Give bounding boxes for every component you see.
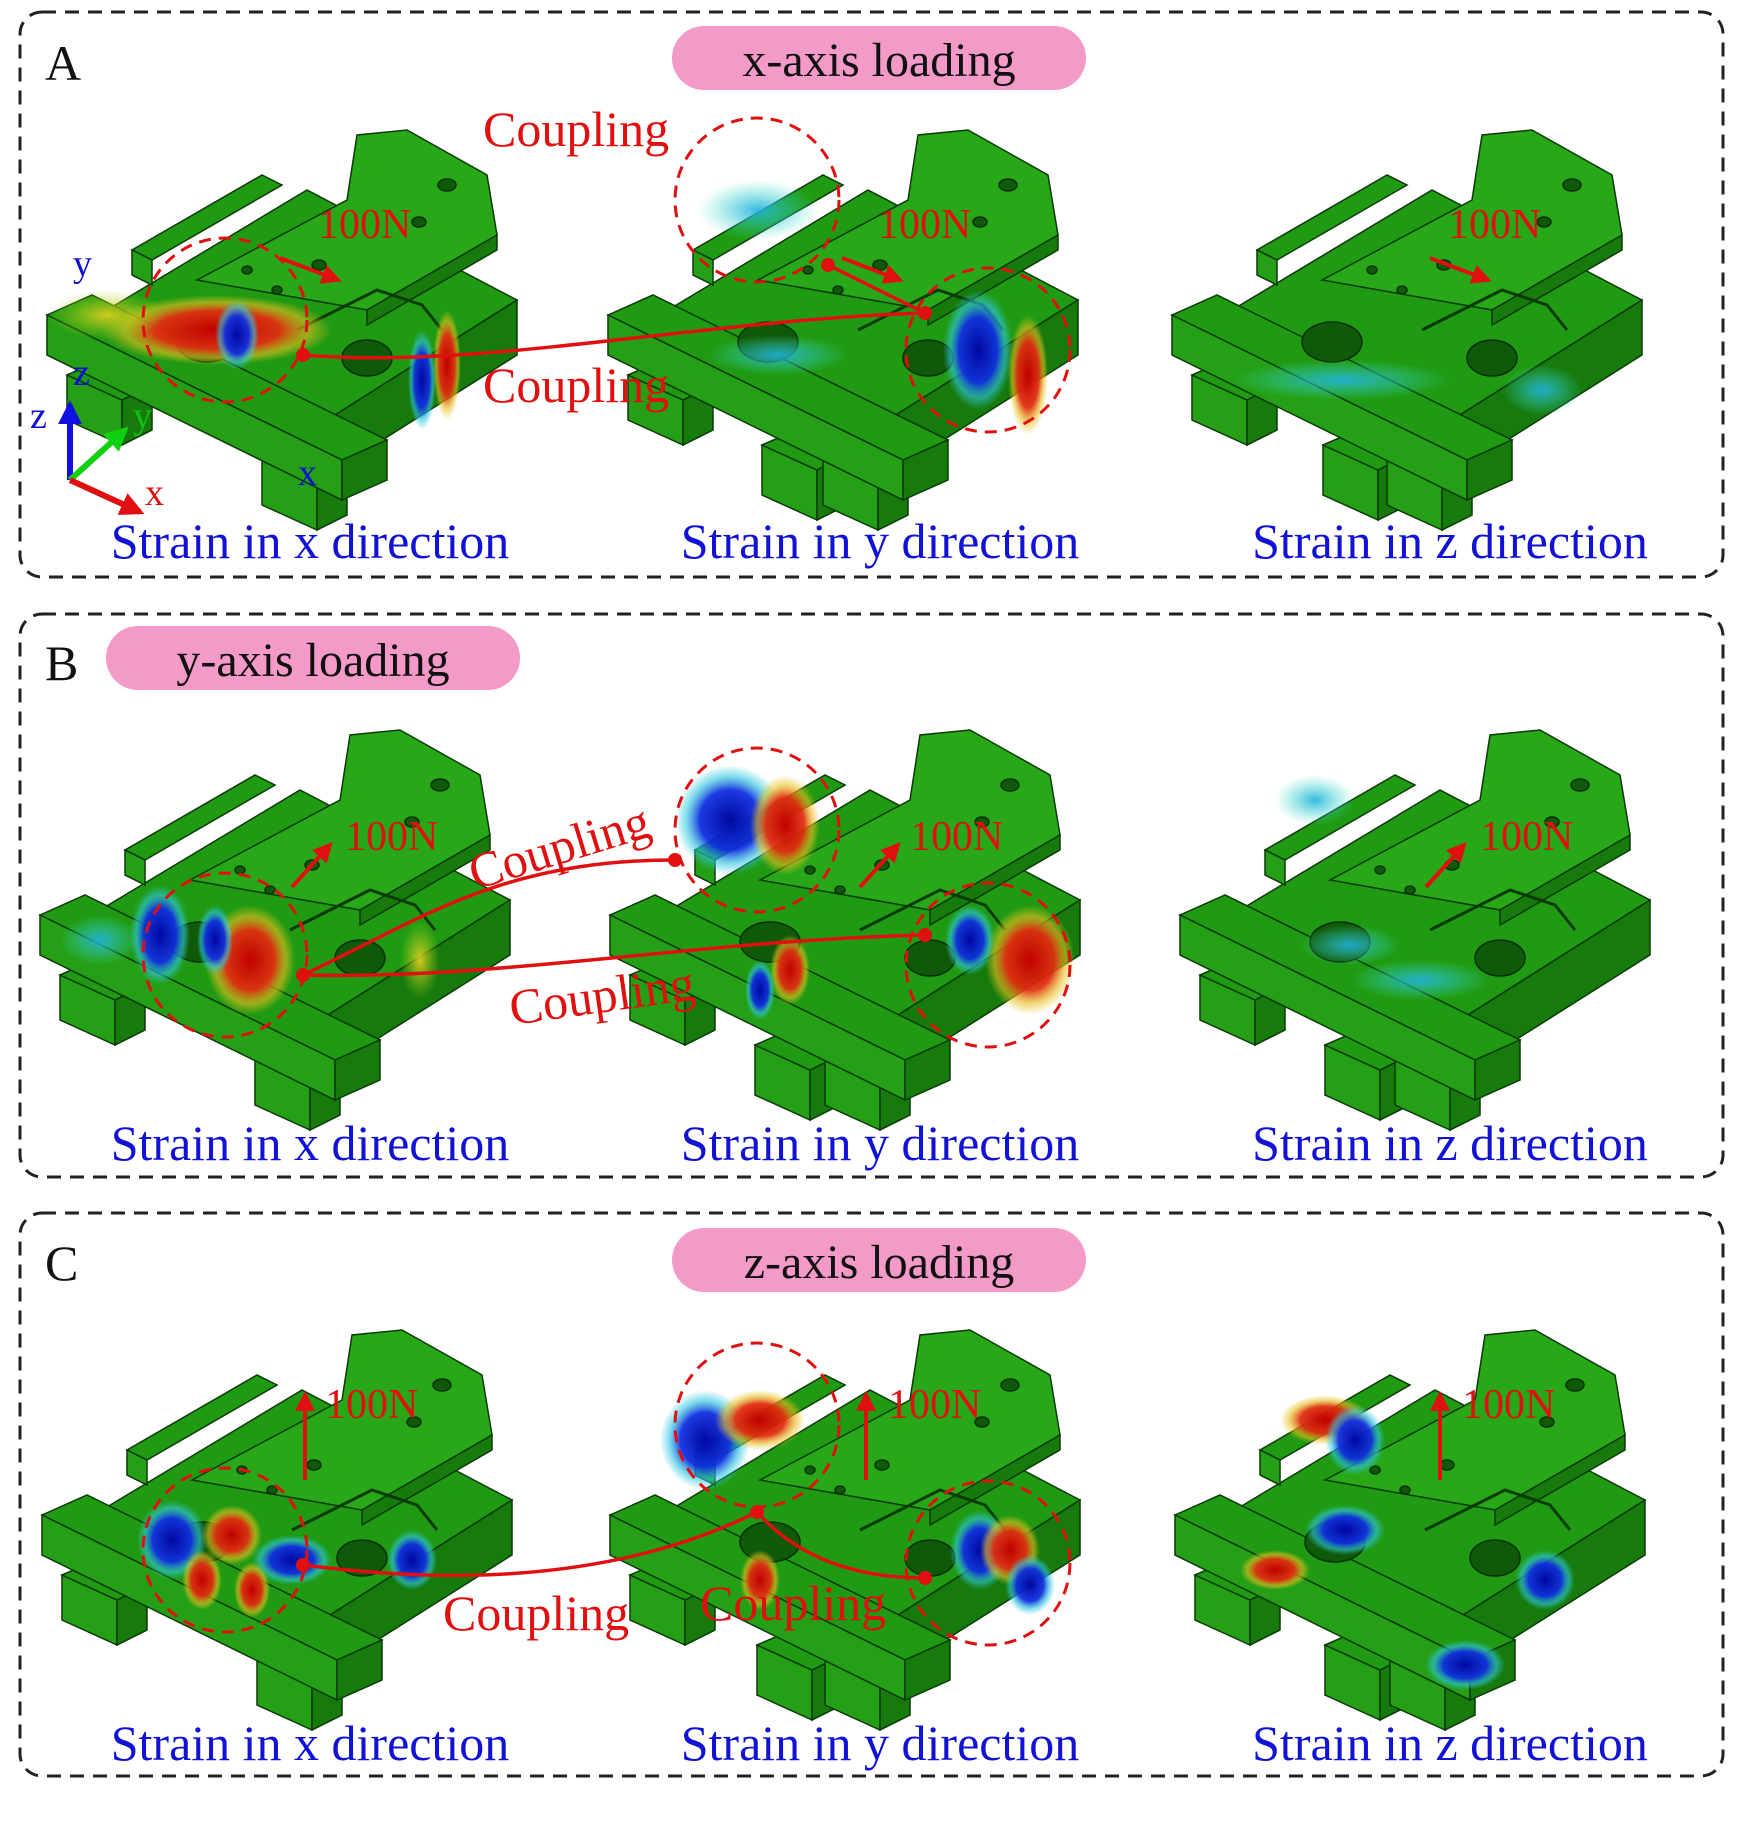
panel-a-part-label-x: x — [298, 452, 317, 494]
force-label: 100N — [878, 202, 971, 248]
panel-a-loading-label: x-axis loading — [742, 34, 1015, 87]
panel-c-model-z — [1175, 1330, 1743, 1730]
panel-a: A x-axis loading y z x — [20, 12, 1743, 577]
force-label: 100N — [345, 814, 438, 860]
coupling-label: Coupling — [483, 357, 669, 413]
panel-b-loading-label: y-axis loading — [176, 634, 449, 687]
coupling-label: Coupling — [443, 1585, 629, 1641]
coupling-node — [821, 258, 835, 272]
axis-z-label: z — [30, 395, 47, 437]
caption-strain-x: Strain in x direction — [111, 1715, 510, 1771]
caption-strain-z: Strain in z direction — [1252, 513, 1648, 569]
force-label: 100N — [325, 1382, 418, 1428]
coupling-node — [918, 306, 932, 320]
coupling-label: Coupling — [462, 793, 656, 901]
panel-b-letter: B — [45, 635, 78, 691]
panel-c-loading-label: z-axis loading — [744, 1236, 1015, 1289]
coupling-label: Coupling — [483, 101, 669, 157]
axis-x-label: x — [145, 472, 164, 514]
coupling-node — [296, 1558, 310, 1572]
panel-b: B y-axis loading 100N — [20, 614, 1743, 1177]
coupling-node — [668, 853, 682, 867]
force-label: 100N — [910, 814, 1003, 860]
coupling-node — [296, 348, 310, 362]
caption-strain-z: Strain in z direction — [1252, 1115, 1648, 1171]
caption-strain-x: Strain in x direction — [111, 513, 510, 569]
panel-c-letter: C — [45, 1235, 78, 1291]
panel-a-letter: A — [45, 35, 81, 91]
coupling-node — [918, 928, 932, 942]
force-label: 100N — [318, 202, 411, 248]
force-label: 100N — [1480, 814, 1573, 860]
caption-strain-y: Strain in y direction — [681, 1715, 1080, 1771]
caption-strain-y: Strain in y direction — [681, 1115, 1080, 1171]
panel-a-part-label-y: y — [73, 243, 92, 285]
force-label: 100N — [1462, 1382, 1555, 1428]
caption-strain-x: Strain in x direction — [111, 1115, 510, 1171]
panel-a-model-z — [1172, 130, 1743, 530]
caption-strain-z: Strain in z direction — [1252, 1715, 1648, 1771]
coupling-node — [750, 1505, 764, 1519]
force-label: 100N — [888, 1382, 981, 1428]
panel-a-part-label-z: z — [73, 352, 90, 394]
axis-y-label: y — [133, 395, 152, 437]
force-label: 100N — [1448, 202, 1541, 248]
coupling-node — [296, 968, 310, 982]
panel-b-model-z — [1180, 730, 1743, 1130]
coupling-node — [918, 1571, 932, 1585]
coupling-label: Coupling — [700, 1575, 886, 1631]
caption-strain-y: Strain in y direction — [681, 513, 1080, 569]
panel-c: C z-axis loading — [20, 1213, 1743, 1776]
